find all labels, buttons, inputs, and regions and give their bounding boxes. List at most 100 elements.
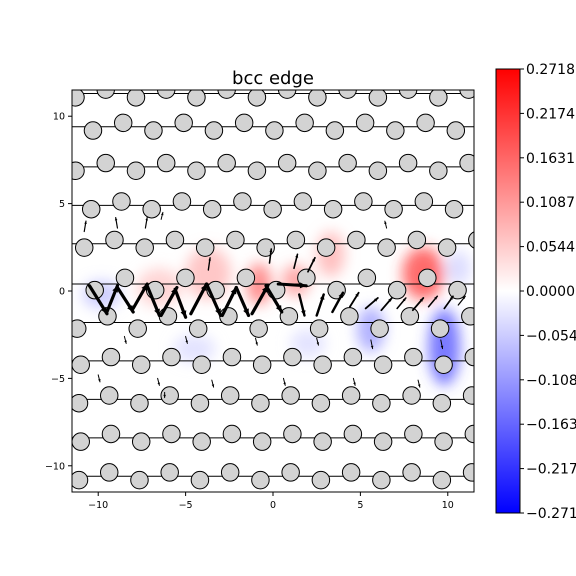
atom bbox=[101, 347, 121, 367]
arrow-head bbox=[127, 304, 134, 312]
atom bbox=[373, 355, 393, 374]
atom bbox=[96, 90, 115, 99]
arrow-head bbox=[230, 287, 237, 295]
atom bbox=[277, 90, 297, 99]
x-tick-label: −5 bbox=[179, 500, 193, 511]
atom bbox=[323, 199, 343, 219]
y-tick-label: 5 bbox=[59, 199, 65, 210]
atom bbox=[195, 238, 215, 257]
colorbar-ticks: 0.2718 0.2174 0.1631 0.1087 0.0544 0.0000 −0.0… bbox=[520, 62, 576, 522]
arrow-head bbox=[163, 394, 166, 398]
x-tick-label: 10 bbox=[442, 500, 454, 511]
atom bbox=[160, 386, 179, 405]
atom bbox=[81, 199, 101, 219]
arrow-head bbox=[338, 292, 343, 299]
y-tick-label: 0 bbox=[59, 287, 65, 298]
atom bbox=[252, 432, 272, 451]
atom bbox=[437, 238, 457, 257]
atom bbox=[115, 268, 135, 288]
atom bbox=[72, 432, 90, 451]
atom bbox=[459, 153, 474, 173]
atom bbox=[368, 90, 388, 107]
atom bbox=[313, 355, 332, 374]
atom bbox=[404, 424, 423, 444]
atom bbox=[251, 393, 270, 413]
atom bbox=[404, 347, 423, 367]
atom bbox=[372, 393, 391, 413]
atom bbox=[126, 90, 146, 107]
atom bbox=[430, 319, 450, 338]
atom bbox=[217, 153, 236, 173]
atom bbox=[387, 280, 407, 300]
atom bbox=[277, 153, 297, 173]
atom bbox=[142, 199, 161, 219]
atom bbox=[432, 393, 452, 413]
atom bbox=[72, 90, 85, 107]
atom bbox=[316, 238, 336, 257]
atom bbox=[377, 238, 396, 257]
atom bbox=[96, 153, 115, 173]
arrow-head bbox=[114, 217, 118, 221]
arrow-head bbox=[157, 382, 161, 386]
colorbar-tick-label: −0.0544 bbox=[526, 328, 576, 344]
arrow-head bbox=[311, 257, 315, 262]
arrow-head bbox=[449, 296, 454, 300]
atom bbox=[190, 470, 210, 490]
plot-area bbox=[72, 90, 474, 490]
colorbar-tick-label: −0.2174 bbox=[526, 462, 576, 478]
arrow-head bbox=[243, 308, 249, 316]
atom bbox=[176, 268, 195, 288]
x-tick-label: 5 bbox=[357, 500, 363, 511]
colorbar bbox=[495, 68, 521, 514]
atom bbox=[446, 121, 466, 140]
atom bbox=[341, 386, 361, 405]
atom bbox=[429, 90, 448, 107]
x-tick-label: −10 bbox=[88, 500, 108, 511]
atom bbox=[222, 347, 242, 367]
arrow-head bbox=[419, 297, 424, 302]
atom bbox=[263, 199, 282, 219]
atom bbox=[461, 307, 474, 326]
colorbar-tick-label: 0.2174 bbox=[526, 106, 575, 122]
atom bbox=[236, 268, 256, 288]
arrow-head bbox=[355, 292, 359, 297]
atom bbox=[252, 355, 272, 374]
colorbar-tick-label: 0.2718 bbox=[526, 62, 575, 78]
arrow-head bbox=[316, 342, 320, 346]
atom bbox=[368, 161, 388, 180]
atom bbox=[222, 424, 242, 444]
atom bbox=[462, 386, 474, 405]
atom bbox=[370, 319, 389, 338]
arrow-head bbox=[275, 304, 282, 312]
arrow-head bbox=[388, 297, 392, 302]
atom bbox=[429, 161, 448, 180]
atom bbox=[226, 230, 245, 250]
atom bbox=[249, 319, 268, 338]
atom bbox=[295, 113, 314, 133]
atom bbox=[72, 161, 85, 180]
atom bbox=[172, 192, 192, 211]
atom bbox=[293, 192, 313, 211]
atom bbox=[311, 393, 331, 413]
atom bbox=[83, 121, 103, 140]
y-tick-label: −5 bbox=[51, 374, 65, 385]
arrow-head bbox=[353, 382, 356, 386]
atom bbox=[247, 90, 267, 107]
atom bbox=[160, 463, 179, 482]
atom bbox=[128, 319, 147, 338]
atom bbox=[432, 470, 452, 490]
arrow-head bbox=[145, 217, 148, 221]
chart-title: bcc edge bbox=[232, 68, 314, 89]
atom bbox=[338, 153, 357, 173]
arrow-head bbox=[295, 254, 299, 258]
atom bbox=[400, 307, 420, 326]
arrow-head bbox=[402, 297, 406, 302]
arrow-head bbox=[384, 221, 387, 225]
arrow-head bbox=[124, 340, 127, 344]
atom bbox=[162, 347, 181, 367]
field-blob bbox=[446, 250, 471, 286]
atom-layer bbox=[72, 90, 474, 490]
atom bbox=[341, 463, 361, 482]
atom bbox=[283, 424, 302, 444]
